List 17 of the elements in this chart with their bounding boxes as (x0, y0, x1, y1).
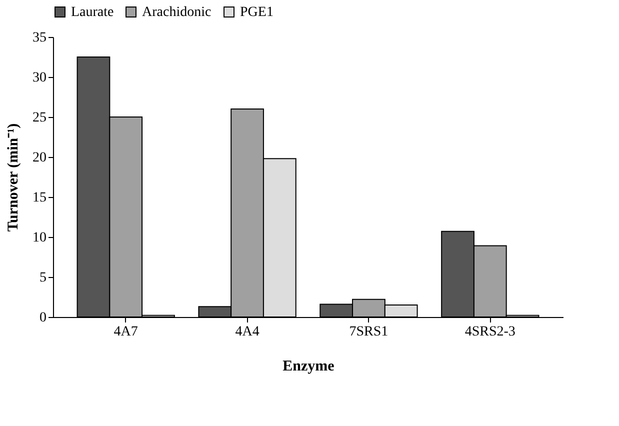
y-tick-label: 0 (40, 310, 46, 326)
x-tick-label: 4A4 (235, 324, 260, 340)
legend-label: PGE1 (240, 5, 274, 20)
y-tick-label: 35 (32, 30, 46, 46)
legend-label: Laurate (71, 5, 114, 20)
x-tick-label: 7SRS1 (349, 324, 388, 340)
x-tick-label: 4A7 (114, 324, 138, 340)
y-tick-label: 10 (32, 230, 46, 246)
y-tick-label: 5 (40, 270, 46, 286)
y-axis-title: Turnover (min⁻¹) (6, 123, 22, 232)
y-tick-label: 20 (32, 150, 46, 166)
y-tick-label: 30 (32, 70, 46, 86)
x-tick-label: 4SRS2-3 (464, 324, 516, 340)
legend-label: Arachidonic (142, 5, 212, 20)
y-tick-label: 25 (32, 110, 46, 126)
y-tick-label: 15 (32, 190, 46, 206)
x-axis-title: Enzyme (282, 358, 335, 374)
